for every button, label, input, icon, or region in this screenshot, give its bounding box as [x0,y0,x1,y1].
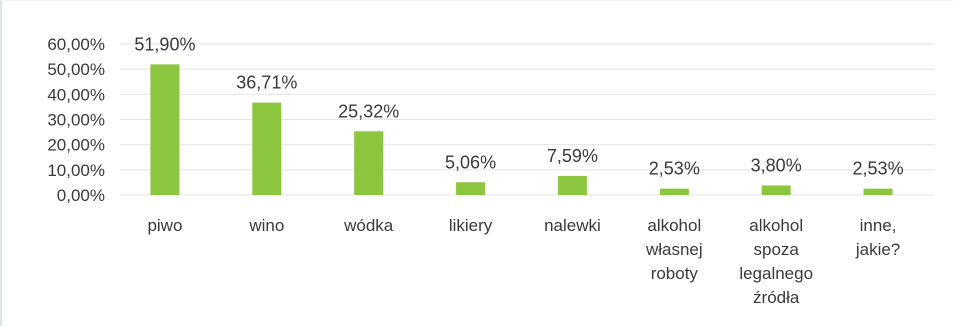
data-label: 5,06% [445,152,496,172]
bar [354,131,384,195]
data-label: 2,53% [649,159,700,179]
bar [659,188,689,195]
y-tick-label: 60,00% [47,35,105,54]
y-tick-label: 0,00% [57,186,105,205]
bar [863,188,893,195]
y-tick-label: 30,00% [47,111,105,130]
category-label: jakie? [855,240,900,259]
category-label: roboty [651,264,699,283]
category-label: piwo [147,216,182,235]
category-label: inne, [860,216,897,235]
category-label: wino [248,216,284,235]
category-label: alkohol [749,216,803,235]
bar [557,175,587,195]
category-label: nalewki [544,216,601,235]
y-tick-label: 10,00% [47,161,105,180]
y-tick-label: 40,00% [47,85,105,104]
category-label: spoza [754,240,800,259]
category-label: alkohol [647,216,701,235]
data-label: 2,53% [853,159,904,179]
bar [456,182,486,195]
bar [150,64,180,195]
y-tick-label: 20,00% [47,136,105,155]
category-label: źródła [753,288,800,307]
category-label: wódka [343,216,394,235]
data-label: 36,71% [236,73,297,93]
y-tick-label: 50,00% [47,60,105,79]
category-label: likiery [449,216,493,235]
data-label: 7,59% [547,146,598,166]
bar [252,102,282,195]
category-label: legalnego [739,264,813,283]
bar [761,185,791,195]
data-label: 25,32% [338,101,399,121]
data-label: 51,90% [134,34,195,54]
data-label: 3,80% [751,155,802,175]
category-label: własnej [645,240,703,259]
